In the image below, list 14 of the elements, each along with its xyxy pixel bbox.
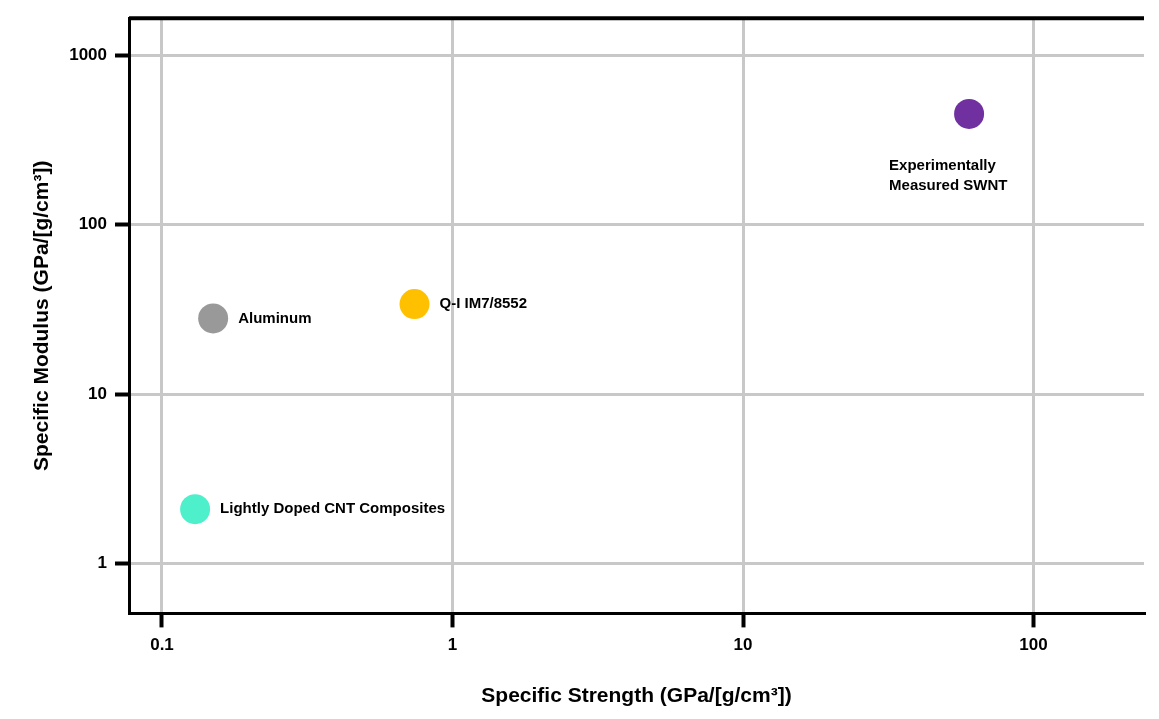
annotation: Aluminum [238,308,312,326]
y-axis-title: Specific Modulus (GPa/[g/cm³]) [29,160,53,471]
x-tick-label: 0.1 [150,635,174,655]
x-tick-label: 10 [733,635,753,655]
annotation: Q-I IM7/8552 [439,294,528,312]
y-tick-label: 100 [78,214,108,234]
y-tick-label: 1 [97,553,108,573]
annotation: Experimentally Measured SWNT [889,156,1008,194]
x-tick-label: 100 [1019,635,1048,655]
y-tick-label: 1000 [69,44,108,64]
x-tick-label: 1 [447,635,458,655]
y-tick-label: 10 [88,383,108,403]
x-axis-title: Specific Strength (GPa/[g/cm³]) [481,683,792,707]
annotation: Lightly Doped CNT Composites [220,499,446,517]
